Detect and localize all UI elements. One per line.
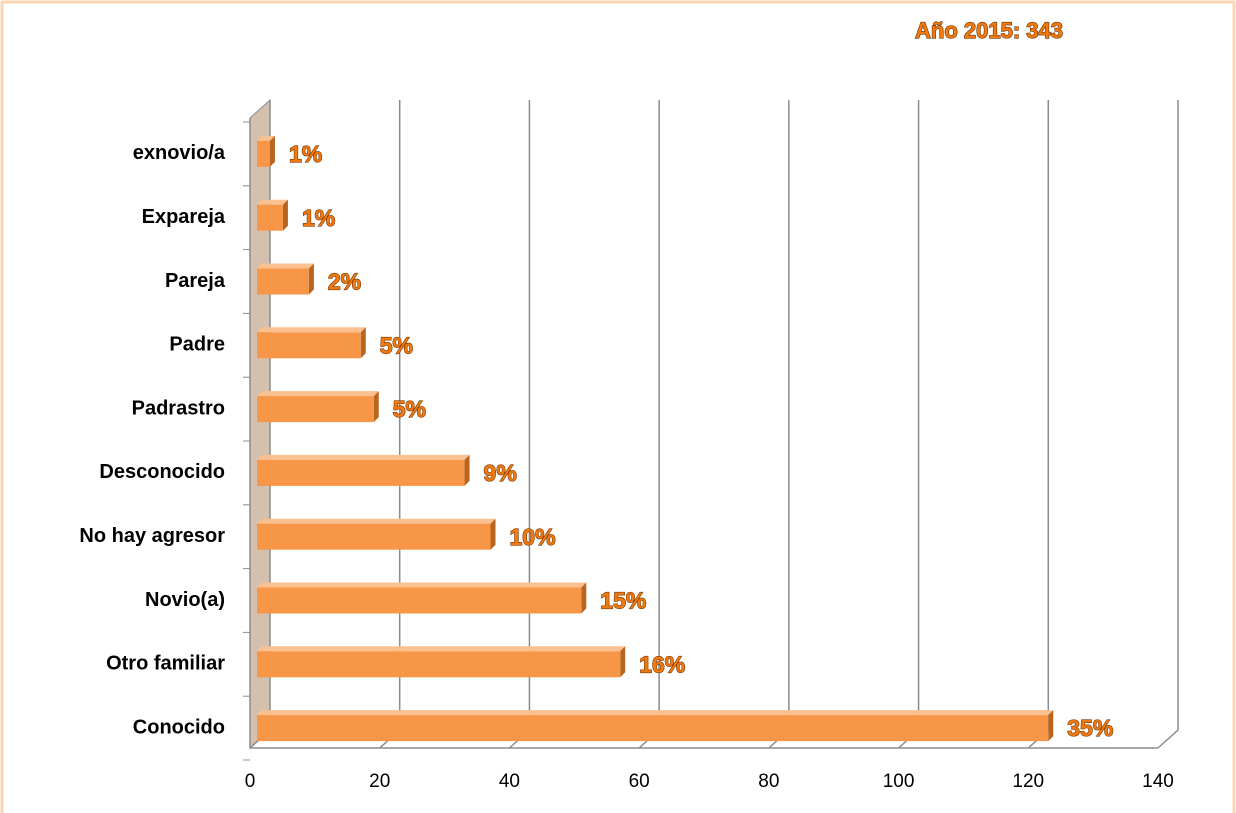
bar-face	[257, 396, 374, 423]
x-tick-label: 0	[245, 771, 256, 792]
y-tick-label: Desconocido	[99, 461, 225, 483]
grid-line	[768, 100, 790, 749]
y-tick-label: No hay agresor	[79, 525, 225, 547]
bar-face	[257, 518, 496, 524]
grid-line	[898, 100, 920, 749]
x-tick-label: 20	[369, 771, 390, 792]
bar-face	[257, 715, 1049, 742]
bar-face	[257, 710, 1054, 716]
chart-title: Año 2015: 343	[915, 18, 1063, 43]
x-tick-label: 40	[499, 771, 520, 792]
bar-face	[257, 459, 465, 486]
bar	[257, 135, 275, 167]
data-label: 1%	[289, 141, 322, 167]
bar-face	[620, 646, 626, 678]
bar	[257, 263, 314, 295]
y-tick-label: Conocido	[133, 716, 225, 738]
y-tick-label: Pareja	[165, 270, 226, 292]
bar	[257, 710, 1054, 742]
data-label: 10%	[509, 524, 555, 550]
data-label: 16%	[639, 651, 685, 677]
y-tick-label: exnovio/a	[133, 142, 226, 164]
bar	[257, 518, 496, 550]
bar-face	[257, 140, 270, 167]
bar-face	[257, 204, 283, 231]
x-tick-label: 140	[1142, 771, 1174, 792]
bar	[257, 454, 470, 486]
bar-face	[308, 263, 314, 295]
bar-face	[373, 391, 379, 423]
y-tick-label: Padre	[169, 334, 225, 356]
data-label: 15%	[600, 588, 646, 614]
bar-face	[282, 199, 288, 231]
y-tick-label: Padrastro	[132, 397, 225, 419]
bar-face	[257, 651, 621, 678]
bar-face	[257, 454, 470, 460]
x-tick-label: 60	[629, 771, 650, 792]
x-tick-label: 100	[883, 771, 915, 792]
bar	[257, 391, 379, 423]
grid-line	[1027, 100, 1050, 749]
bar-face	[1048, 710, 1054, 742]
bar	[257, 199, 288, 231]
bar-face	[360, 327, 366, 359]
data-label: 2%	[328, 269, 361, 295]
bar-face	[257, 646, 626, 652]
bar-face	[257, 135, 275, 141]
data-label: 1%	[302, 205, 335, 231]
bar-face	[257, 523, 491, 550]
bar-face	[257, 327, 366, 333]
y-tick-label: Expareja	[142, 206, 226, 228]
x-tick-label: 80	[758, 771, 779, 792]
bar-face	[257, 587, 582, 614]
bar	[257, 646, 626, 678]
x-tick-label: 120	[1012, 771, 1044, 792]
bar	[257, 582, 587, 614]
data-label: 5%	[380, 332, 413, 358]
data-label: 5%	[393, 396, 426, 422]
bar	[257, 327, 366, 359]
bar-face	[257, 332, 361, 359]
data-label: 35%	[1067, 715, 1113, 741]
data-label: 9%	[484, 460, 517, 486]
bar-face	[257, 199, 288, 205]
bar-face	[257, 582, 587, 588]
bar-face	[257, 263, 314, 269]
bar-face	[490, 518, 496, 550]
bar-face	[257, 391, 379, 397]
bar-face	[581, 582, 587, 614]
bar-face	[269, 135, 275, 167]
grid-line	[1157, 100, 1179, 749]
bar-face	[464, 454, 470, 486]
y-tick-label: Novio(a)	[145, 589, 225, 611]
y-tick-label: Otro familiar	[106, 653, 225, 675]
bar-face	[257, 268, 309, 295]
